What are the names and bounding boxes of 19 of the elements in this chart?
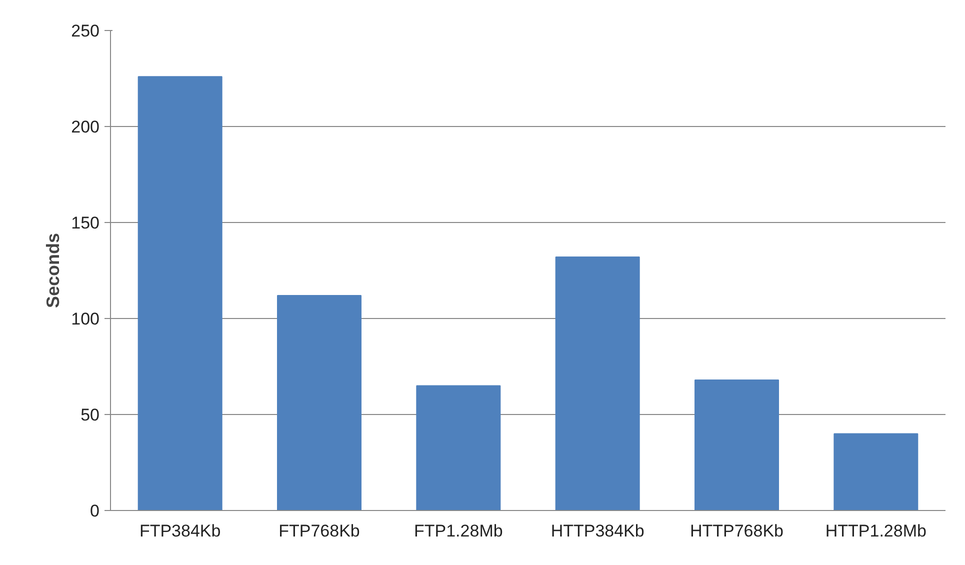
- bar: [416, 385, 501, 510]
- y-tick-label: 200: [71, 118, 100, 136]
- x-tick-label: FTP1.28Mb: [414, 522, 503, 540]
- x-tick-label: HTTP768Kb: [690, 522, 784, 540]
- y-tick-label: 250: [71, 22, 100, 40]
- x-tick-label: FTP768Kb: [278, 522, 360, 540]
- y-tick-label: 150: [71, 214, 100, 232]
- bar: [555, 256, 640, 510]
- y-axis-title: Seconds: [43, 232, 64, 308]
- y-tick-label: 100: [71, 310, 100, 328]
- bar: [834, 433, 918, 510]
- bar: [138, 76, 222, 510]
- bar: [277, 294, 362, 510]
- x-tick-label: HTTP1.28Mb: [825, 522, 926, 540]
- x-tick-label: FTP384Kb: [139, 522, 221, 540]
- x-tick-label: HTTP384Kb: [550, 522, 644, 540]
- bar: [694, 379, 779, 510]
- y-tick-label: 0: [90, 502, 100, 520]
- y-tick-label: 50: [80, 406, 100, 424]
